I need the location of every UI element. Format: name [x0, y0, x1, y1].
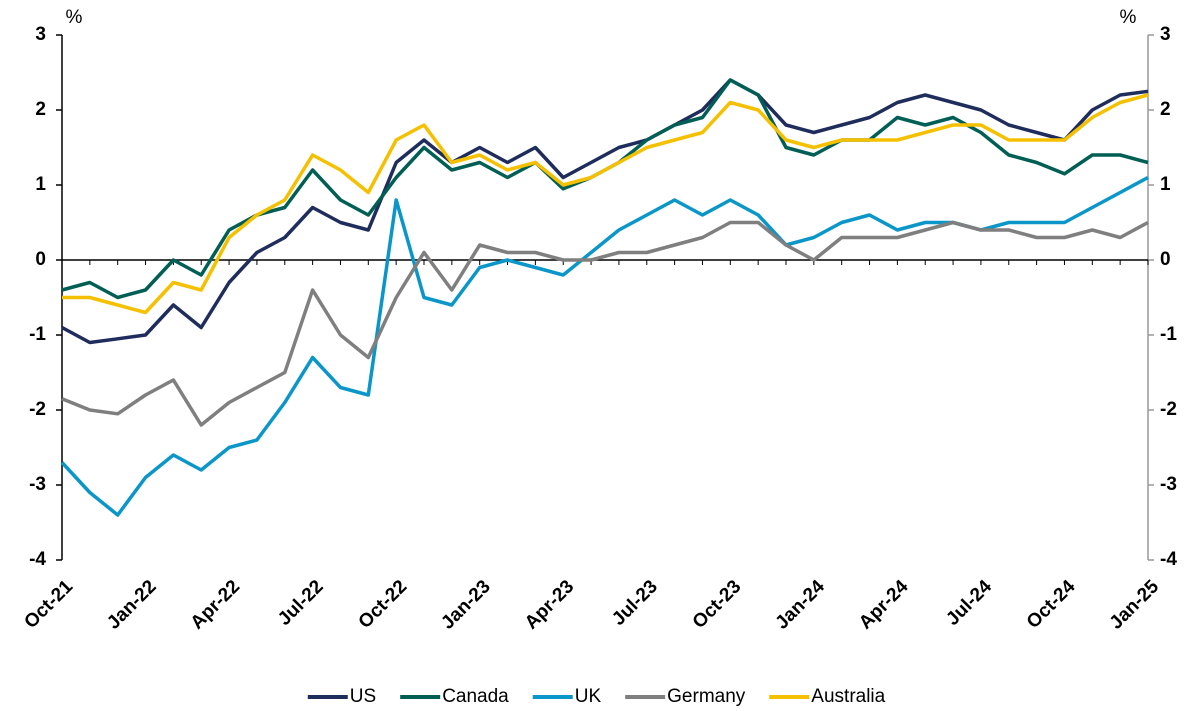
x-tick-label: Apr-22: [187, 576, 244, 633]
x-tick-label: Apr-24: [855, 576, 913, 634]
x-tick-label: Jul-22: [274, 576, 328, 630]
series-line: [61, 220, 1149, 427]
legend-label: Germany: [667, 686, 746, 707]
x-tick-label: Jul-24: [942, 576, 996, 630]
y2-tick-label: -2: [1160, 399, 1177, 420]
y-tick-label: -4: [29, 549, 46, 570]
x-tick-label: Oct-24: [1023, 576, 1080, 633]
legend-label: US: [350, 686, 376, 707]
y2-tick-label: 2: [1160, 99, 1171, 120]
y2-axis-label: %: [1120, 7, 1137, 28]
series-line: [60, 175, 1149, 517]
legend-label: UK: [575, 686, 602, 707]
y2-tick-label: 0: [1160, 249, 1171, 270]
y2-tick-label: -4: [1160, 549, 1177, 570]
y2-tick-label: -1: [1160, 324, 1177, 345]
y-tick-label: 3: [35, 24, 46, 45]
x-tick-label: Oct-21: [20, 576, 77, 633]
x-tick-label: Jan-25: [1106, 576, 1164, 634]
y-axis-label: %: [66, 7, 83, 28]
y-tick-label: 2: [35, 99, 46, 120]
x-tick-label: Apr-23: [521, 576, 578, 633]
y-tick-label: 1: [35, 174, 46, 195]
y2-tick-label: -3: [1160, 474, 1177, 495]
y-tick-label: -1: [29, 324, 46, 345]
series-line: [61, 78, 1149, 345]
y-tick-label: -2: [29, 399, 46, 420]
x-tick-label: Jan-24: [772, 576, 830, 634]
y2-tick-label: 1: [1160, 174, 1171, 195]
x-tick-label: Jan-23: [437, 576, 494, 633]
y-tick-label: 0: [35, 249, 46, 270]
x-tick-label: Jan-22: [103, 576, 160, 633]
y-tick-label: -3: [29, 474, 46, 495]
legend-label: Australia: [811, 686, 885, 707]
y2-tick-label: 3: [1160, 24, 1171, 45]
series-line: [62, 93, 1149, 315]
x-tick-label: Oct-23: [689, 576, 746, 633]
x-tick-label: Jul-23: [608, 576, 662, 630]
legend-label: Canada: [442, 686, 509, 707]
x-tick-label: Oct-22: [355, 576, 412, 633]
